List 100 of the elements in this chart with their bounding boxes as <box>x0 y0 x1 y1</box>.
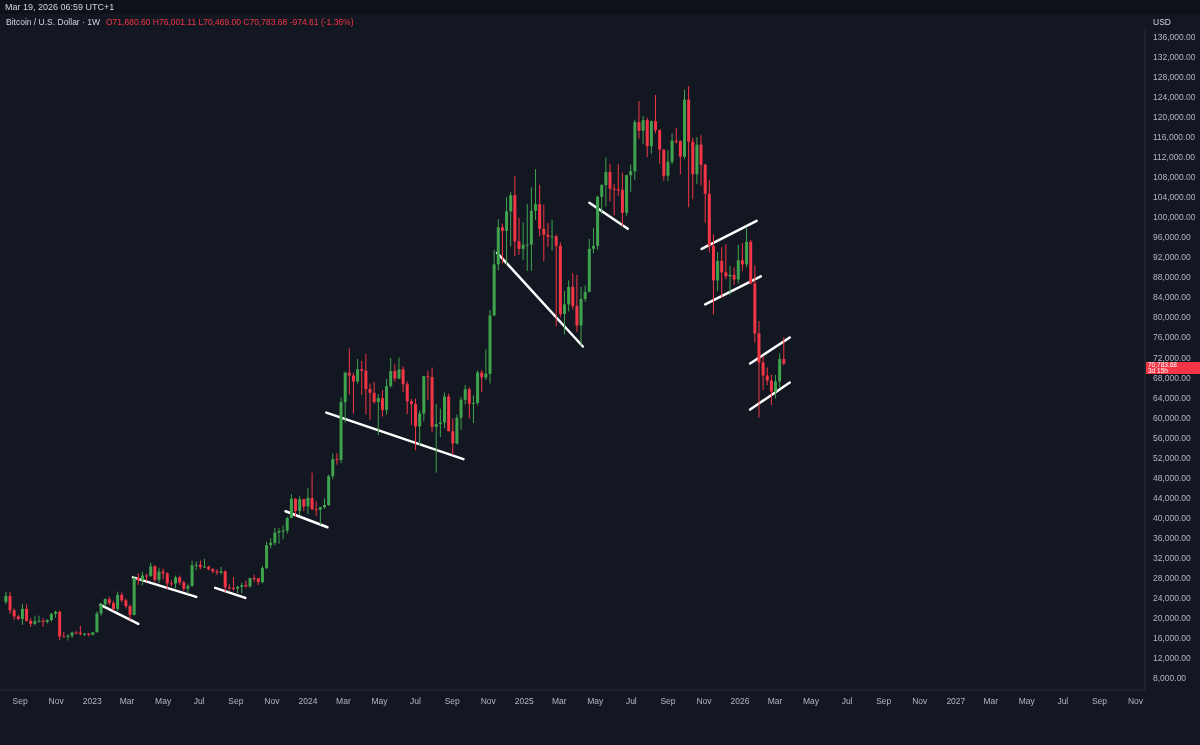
candlestick <box>289 493 293 519</box>
x-tick-label: May <box>155 696 172 707</box>
candlestick <box>401 366 405 393</box>
x-tick-label: 2023 <box>82 696 102 707</box>
y-tick-label: 64,000.00 <box>1153 392 1192 403</box>
candlestick <box>716 251 720 292</box>
candlestick <box>409 398 413 426</box>
candlestick <box>405 381 409 415</box>
candlestick <box>364 353 368 415</box>
candlestick <box>509 191 513 247</box>
candlestick <box>505 196 509 266</box>
candlestick <box>368 383 372 421</box>
candlestick <box>281 525 285 540</box>
y-tick-label: 60,000.00 <box>1153 412 1192 423</box>
candlestick <box>360 360 364 396</box>
candlestick <box>534 168 538 221</box>
y-tick-label: 40,000.00 <box>1153 512 1192 523</box>
y-tick-label: 104,000.00 <box>1153 192 1196 203</box>
candlestick <box>670 132 674 165</box>
x-tick-label: 2024 <box>298 696 318 707</box>
y-tick-label: 24,000.00 <box>1153 592 1192 603</box>
candlestick <box>546 222 550 248</box>
candlestick <box>356 358 360 385</box>
y-tick-label: 108,000.00 <box>1153 172 1196 183</box>
candlestick <box>620 172 624 227</box>
candlestick <box>223 569 227 593</box>
x-tick-label: Mar <box>336 696 351 707</box>
x-tick-label: Mar <box>983 696 999 707</box>
candlestick <box>641 115 645 145</box>
y-tick-label: 12,000.00 <box>1153 652 1192 663</box>
y-tick-label: 36,000.00 <box>1153 532 1192 543</box>
y-tick-label: 112,000.00 <box>1153 152 1196 163</box>
candlestick <box>426 370 430 401</box>
candlestick <box>720 246 724 299</box>
candlestick <box>116 591 120 612</box>
candlestick <box>418 410 422 447</box>
candlestick <box>699 134 703 187</box>
candlestick <box>376 393 380 436</box>
y-tick-label: 8,000.00 <box>1153 673 1187 683</box>
y-tick-label: 72,000.00 <box>1153 352 1192 363</box>
candlestick <box>314 500 318 517</box>
y-tick-label: 80,000.00 <box>1153 312 1192 323</box>
x-tick-label: May <box>371 696 389 707</box>
y-tick-label: 56,000.00 <box>1153 432 1192 443</box>
candlestick <box>186 583 190 595</box>
candlestick <box>591 227 595 254</box>
candlestick <box>517 217 521 256</box>
y-tick-label: 136,000.00 <box>1153 32 1196 43</box>
chart-title: Bitcoin / U.S. Dollar · 1W <box>6 17 100 27</box>
x-tick-label: Mar <box>551 696 567 707</box>
y-tick-label: 20,000.00 <box>1153 612 1192 623</box>
candlestick <box>745 227 749 268</box>
candlestick <box>769 374 773 406</box>
candlestick <box>434 403 438 474</box>
y-tick-label: 68,000.00 <box>1153 372 1192 383</box>
candlestick <box>604 157 608 208</box>
x-tick-label: Sep <box>876 696 892 707</box>
candlestick <box>575 274 579 333</box>
x-tick-label: Jul <box>1057 696 1069 707</box>
y-tick-label: 44,000.00 <box>1153 492 1192 503</box>
x-tick-label: 2026 <box>730 696 750 707</box>
x-tick-label: Jul <box>410 696 422 707</box>
candlestick <box>616 163 620 197</box>
candlestick <box>525 203 529 272</box>
candlestick <box>782 336 786 366</box>
candlestick <box>310 472 314 511</box>
candlestick <box>600 183 604 215</box>
candlestick <box>550 219 554 252</box>
candlestick <box>654 94 658 134</box>
candlestick <box>451 418 455 456</box>
candlestick <box>41 617 45 628</box>
x-tick-label: Nov <box>480 696 497 707</box>
candlestick <box>397 357 401 381</box>
y-tick-label: 48,000.00 <box>1153 472 1192 483</box>
x-tick-label: May <box>587 696 605 707</box>
y-tick-label: 28,000.00 <box>1153 572 1192 583</box>
candlestick <box>219 566 223 575</box>
candlestick <box>414 398 418 451</box>
candlestick <box>724 243 728 280</box>
candlestick <box>471 394 475 424</box>
candlestick <box>231 576 235 592</box>
candlestick <box>463 384 467 406</box>
y-tick-label: 76,000.00 <box>1153 332 1192 343</box>
text: Mar 19, 2026 06:59 UTC+1 <box>0 0 1200 14</box>
candlestick <box>761 355 765 391</box>
x-tick-label: Sep <box>228 696 244 707</box>
x-tick-label: Nov <box>264 696 281 707</box>
x-tick-label: Sep <box>12 696 28 707</box>
candlestick <box>380 389 384 418</box>
y-tick-label: 92,000.00 <box>1153 252 1192 263</box>
y-tick-label: 84,000.00 <box>1153 292 1192 303</box>
x-tick-label: Mar <box>767 696 783 707</box>
candlestick <box>335 452 339 466</box>
candlestick <box>542 204 546 262</box>
candlestick <box>571 272 575 310</box>
candlestick <box>736 244 740 284</box>
x-tick-label: Jul <box>193 696 205 707</box>
y-tick-label: 88,000.00 <box>1153 272 1192 283</box>
x-tick-label: Sep <box>1091 696 1108 707</box>
candlestick <box>66 633 70 642</box>
